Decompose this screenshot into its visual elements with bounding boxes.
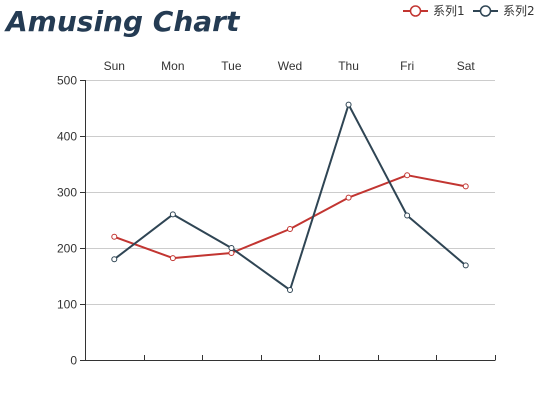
series-line (113, 174, 467, 260)
legend-label: 系列2 (503, 4, 535, 18)
y-tick-label: 0 (70, 354, 77, 368)
y-tick-label: 500 (57, 74, 77, 88)
data-point[interactable] (111, 256, 118, 263)
data-point[interactable] (345, 101, 352, 108)
data-point[interactable] (404, 212, 411, 219)
legend[interactable]: 系列1 系列2 (403, 4, 535, 18)
data-point[interactable] (111, 233, 118, 240)
grid-lines (85, 80, 495, 305)
series-1 (111, 172, 469, 262)
legend-item-2[interactable]: 系列2 (473, 4, 535, 18)
x-tick-label: Sat (457, 59, 476, 73)
x-tick-label: Fri (400, 59, 414, 73)
series-2 (111, 101, 469, 293)
data-point[interactable] (287, 287, 293, 293)
y-tick-label: 200 (57, 242, 77, 256)
data-point[interactable] (228, 245, 235, 251)
data-point[interactable] (345, 194, 352, 201)
x-tick-label: Tue (221, 59, 242, 73)
x-tick-label: Mon (161, 59, 184, 73)
data-point[interactable] (404, 172, 411, 179)
legend-item-1[interactable]: 系列1 (403, 4, 465, 18)
x-tick-label: Sun (104, 59, 125, 73)
x-tick-label: Thu (338, 59, 359, 73)
chart-title: Amusing Chart (4, 5, 241, 38)
y-tick-label: 400 (57, 130, 77, 144)
legend-marker-icon (409, 5, 422, 17)
x-tick-label: Wed (278, 59, 302, 73)
data-point[interactable] (462, 183, 469, 190)
data-point[interactable] (228, 250, 235, 257)
y-tick-label: 300 (57, 186, 77, 200)
y-tick-label: 100 (57, 298, 77, 312)
data-point[interactable] (169, 255, 176, 262)
series-group (111, 101, 469, 293)
series-line (113, 103, 467, 291)
axes: 0 100 200 300 400 500 Sun Mon Tue Wed Thu Fri Sat (57, 59, 496, 368)
legend-marker-icon (479, 5, 492, 17)
legend-label: 系列1 (433, 4, 465, 18)
data-point[interactable] (462, 262, 469, 269)
data-point[interactable] (169, 211, 176, 218)
data-point[interactable] (287, 225, 293, 232)
